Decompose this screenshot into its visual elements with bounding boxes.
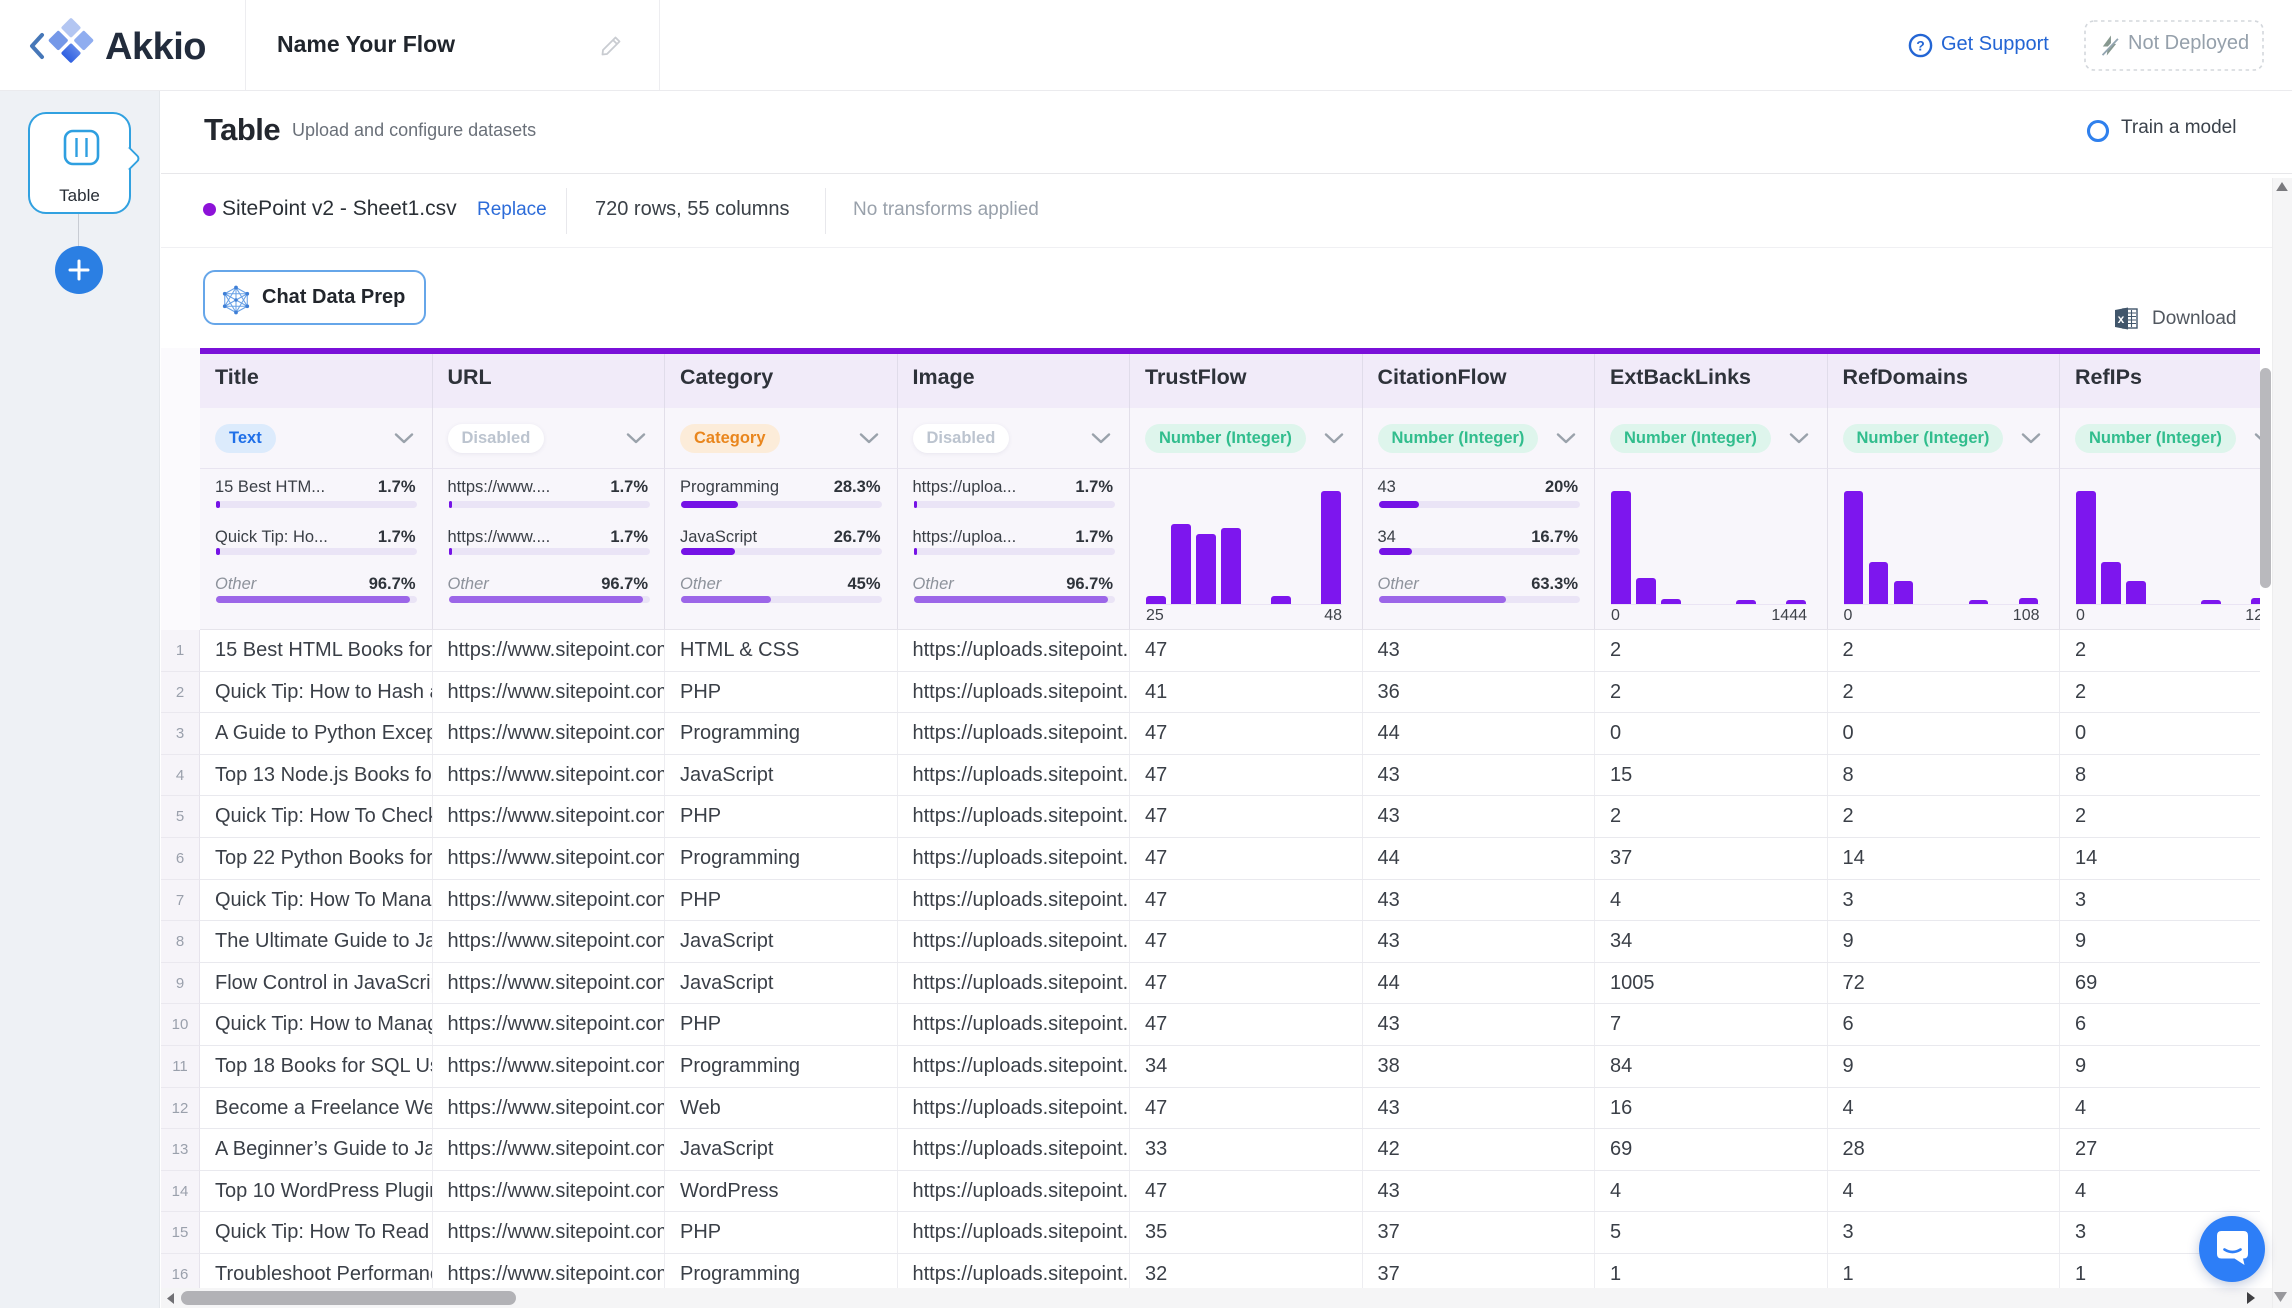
svg-text:x: x [2118,312,2125,326]
svg-text:?: ? [1916,37,1925,53]
